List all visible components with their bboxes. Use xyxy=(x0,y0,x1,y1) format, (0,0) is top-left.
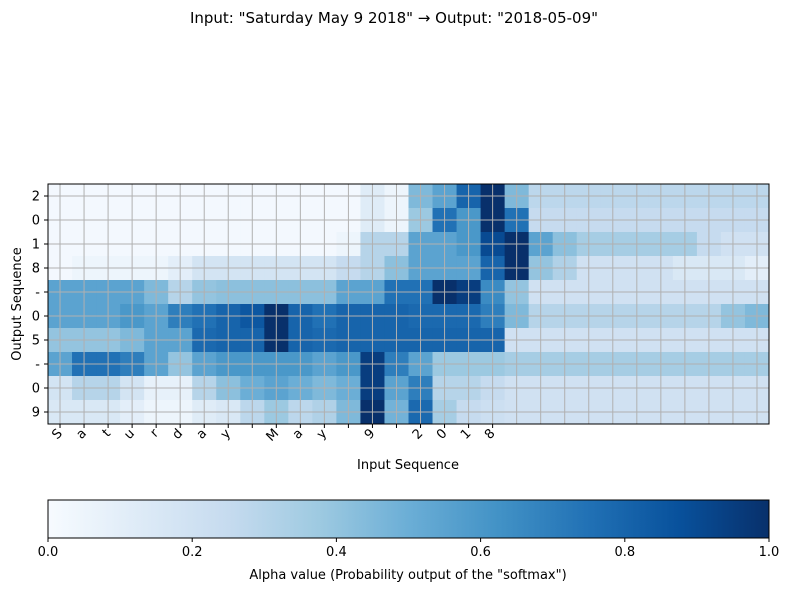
x-tick-label: 1 xyxy=(458,426,474,442)
y-tick-label: 9 xyxy=(32,406,40,421)
chart-title: Input: "Saturday May 9 2018" → Output: "… xyxy=(190,9,598,27)
colorbar-tick-label: 1.0 xyxy=(759,545,780,560)
x-tick-label: y xyxy=(314,426,330,442)
y-ticks: 2 0 1 8 - 0 5 - 0 9 xyxy=(32,190,48,421)
x-tick-label: M xyxy=(264,426,283,445)
y-tick-label: 5 xyxy=(32,334,40,349)
y-tick-label: 0 xyxy=(32,214,40,229)
colorbar-tick-label: 0.0 xyxy=(38,545,59,560)
colorbar-tick-label: 0.8 xyxy=(614,545,635,560)
y-tick-label: 0 xyxy=(32,310,40,325)
x-axis-label: Input Sequence xyxy=(357,458,459,473)
colorbar-ticks: 0.0 0.2 0.4 0.6 0.8 1.0 xyxy=(38,538,780,560)
y-tick-label: - xyxy=(35,286,40,301)
x-tick-label: a xyxy=(74,426,90,442)
colorbar xyxy=(47,499,770,539)
x-tick-label: a xyxy=(290,426,306,442)
x-tick-label: d xyxy=(170,426,186,442)
x-tick-label: r xyxy=(148,426,163,441)
y-tick-label: 2 xyxy=(32,190,40,205)
colorbar-tick-label: 0.2 xyxy=(182,545,203,560)
x-tick-label: 8 xyxy=(482,426,498,442)
x-tick-label: a xyxy=(194,426,210,442)
x-tick-label: S xyxy=(49,426,65,442)
y-tick-label: 8 xyxy=(32,262,40,277)
heatmap-frame xyxy=(47,183,770,425)
colorbar-label: Alpha value (Probability output of the "… xyxy=(249,568,566,583)
heatmap-grid xyxy=(48,184,769,424)
x-tick-label: u xyxy=(122,426,138,442)
x-tick-label: y xyxy=(218,426,234,442)
colorbar-tick-label: 0.6 xyxy=(470,545,491,560)
y-tick-label: 1 xyxy=(32,238,40,253)
x-tick-label: 2 xyxy=(410,426,426,442)
y-tick-label: 0 xyxy=(32,382,40,397)
y-axis-label: Output Sequence xyxy=(10,247,25,360)
x-tick-label: 9 xyxy=(362,426,378,442)
x-tick-label: 0 xyxy=(434,426,450,442)
colorbar-tick-label: 0.4 xyxy=(326,545,347,560)
x-tick-label: t xyxy=(100,426,114,440)
y-tick-label: - xyxy=(35,358,40,373)
